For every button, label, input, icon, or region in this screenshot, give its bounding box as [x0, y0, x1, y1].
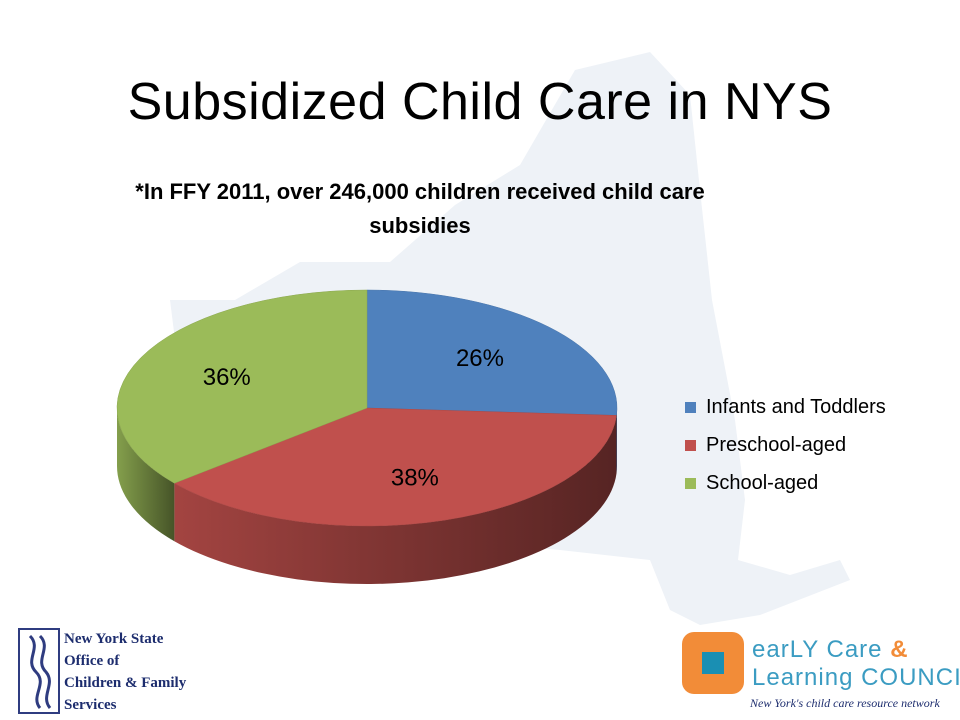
legend-label-school: School-aged	[706, 471, 819, 494]
legend-swatch-preschool	[685, 439, 696, 451]
legend-item-infants-and-toddlers: Infants and Toddlers	[685, 388, 886, 426]
legend-item-preschool-aged: Preschool-aged	[685, 426, 886, 464]
ecl-ampersand: &	[890, 636, 909, 663]
nys-line2: Office of	[64, 653, 120, 669]
pie-slice-preschool-aged	[173, 407, 617, 527]
nys-ocfs-emblem-icon	[18, 628, 60, 714]
ecl-line1-text: earLY Care	[752, 636, 883, 663]
pie-side-school-aged	[117, 408, 175, 542]
slide-title: Subsidized Child Care in NYS	[127, 73, 833, 131]
data-label-school-aged: 36%	[203, 364, 251, 391]
nys-ocfs-logo: New York State Office of Children & Fami…	[18, 628, 218, 718]
ecl-tagline: New York's child care resource network	[750, 696, 940, 710]
legend-item-school-aged: School-aged	[685, 464, 886, 502]
legend-label-infants: Infants and Toddlers	[706, 395, 886, 418]
nys-ocfs-name: New York State Office of Children & Fami…	[64, 628, 186, 716]
legend-swatch-school	[685, 477, 696, 489]
data-label-infants-and-toddlers: 26%	[456, 345, 504, 372]
pie-slice-infants-and-toddlers	[366, 289, 618, 416]
ecl-line1: earLY Care &	[752, 636, 909, 664]
nys-line4: Services	[64, 697, 117, 713]
ecl-line2: Learning COUNCIL	[752, 664, 960, 691]
legend-label-preschool: Preschool-aged	[706, 433, 847, 456]
pie-slice-school-aged	[116, 289, 368, 484]
early-care-learning-council-logo: earLY Care & Learning COUNCIL New York's…	[682, 632, 960, 716]
nys-line3: Children & Family	[64, 675, 187, 691]
pie-side-preschool-aged	[174, 415, 617, 584]
chart-title: *In FFY 2011, over 246,000 children rece…	[135, 179, 705, 238]
ecl-square-icon	[682, 632, 744, 694]
data-label-preschool-aged: 38%	[391, 465, 439, 492]
chart-legend: Infants and Toddlers Preschool-aged Scho…	[685, 388, 886, 502]
legend-swatch-infants	[685, 401, 696, 413]
nys-line1: New York State	[64, 631, 164, 647]
